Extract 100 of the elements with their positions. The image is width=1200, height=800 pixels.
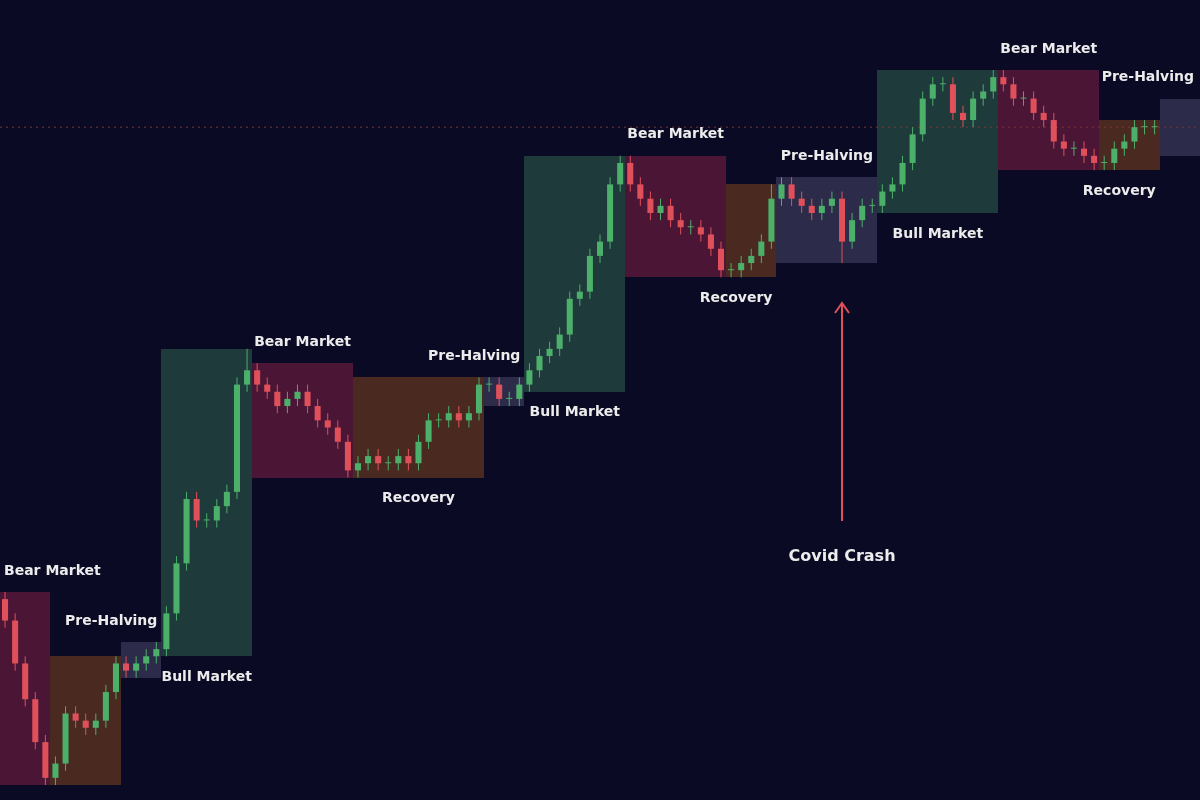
candlestick (284, 391, 291, 414)
candlestick (254, 362, 261, 393)
candlestick (405, 448, 412, 471)
candlestick (415, 434, 422, 471)
annotation: Bear Market (627, 125, 725, 142)
candlestick (304, 384, 311, 414)
candlestick (82, 713, 89, 736)
candlestick (1040, 105, 1047, 128)
candlestick (798, 191, 805, 214)
candlestick (1141, 119, 1148, 135)
candlestick (929, 76, 936, 107)
candlestick (596, 233, 604, 264)
candlestick (72, 705, 79, 729)
candlestick (889, 176, 896, 200)
annotation: Pre-Halving (780, 146, 874, 163)
candlestick (536, 348, 543, 378)
annotation: Bull Market (529, 403, 621, 420)
candlestick (758, 233, 765, 264)
annotation: Recovery (1082, 181, 1156, 198)
candlestick (526, 362, 533, 393)
candlestick (395, 448, 402, 471)
text: Bear Market (1000, 39, 1098, 56)
candlestick (223, 484, 230, 514)
candlestick (264, 376, 271, 400)
annotation: Bear Market (254, 332, 352, 349)
candlestick (506, 391, 513, 407)
candlestick (617, 155, 624, 193)
candlestick (778, 176, 785, 207)
candlestick (717, 241, 725, 278)
candlestick (687, 219, 694, 235)
annotation: Pre-Halving (64, 611, 158, 628)
candlestick (546, 341, 553, 364)
candlestick (960, 105, 967, 128)
candlestick (193, 491, 200, 529)
candlestick (425, 412, 432, 450)
candlestick (2, 591, 9, 629)
candlestick (92, 713, 99, 736)
candlestick (728, 262, 735, 278)
candlestick (354, 455, 362, 479)
candlestick (1151, 119, 1158, 135)
candlestick (324, 412, 331, 436)
candlestick (465, 405, 472, 428)
candlestick (647, 191, 654, 221)
candlestick (1020, 90, 1027, 107)
candlestick (899, 155, 906, 193)
candlestick (203, 512, 210, 529)
annotation: Pre-Halving (1101, 68, 1195, 85)
candlestick (677, 212, 684, 235)
candlestick (314, 398, 321, 428)
candlestick (1070, 141, 1077, 157)
candlestick (496, 376, 503, 407)
candlestick (1010, 76, 1017, 107)
candlestick (153, 641, 160, 664)
candlestick (748, 248, 755, 271)
candlestick (1121, 133, 1128, 157)
annotation: Bull Market (161, 667, 253, 684)
candlestick (365, 448, 372, 471)
candlestick (859, 198, 866, 228)
candlestick (970, 90, 977, 128)
candlestick (1131, 119, 1138, 150)
candlestick (869, 198, 876, 214)
annotation: Pre-Halving (428, 347, 521, 364)
candlestick (334, 419, 341, 450)
candlestick (133, 655, 140, 679)
annotation: Bull Market (892, 224, 984, 241)
candlestick (143, 648, 150, 672)
candlestick (455, 405, 462, 428)
candlestick (1030, 90, 1037, 121)
candlestick (980, 83, 987, 107)
candlestick (1050, 112, 1057, 150)
candlestick (123, 655, 130, 679)
candlestick (486, 376, 493, 393)
candlestick (849, 212, 856, 250)
candlestick (828, 191, 835, 214)
candlestick (1060, 133, 1067, 157)
candlestick (879, 183, 886, 214)
candlestick (435, 412, 442, 428)
candlestick (627, 155, 634, 193)
candlestick (788, 176, 795, 207)
candlestick (1091, 148, 1098, 171)
candlestick (1081, 141, 1088, 164)
candlestick (385, 455, 392, 471)
annotation: Recovery (699, 288, 773, 305)
candlestick (1101, 155, 1108, 171)
candlestick (808, 198, 815, 221)
candlestick (445, 405, 452, 428)
candlestick (657, 198, 664, 221)
candlestick (697, 219, 704, 243)
candlestick (52, 755, 59, 786)
annotation: Covid Crash (787, 546, 897, 566)
candlestick (1111, 141, 1118, 171)
candlestick (294, 384, 301, 407)
candlestick (990, 69, 997, 100)
candlestick (213, 498, 220, 529)
candlestick (556, 326, 563, 357)
candlestick (707, 226, 714, 257)
candlestick (818, 198, 825, 221)
candlestick (1000, 69, 1007, 92)
candlestick (939, 76, 946, 92)
candlestick (738, 255, 745, 278)
